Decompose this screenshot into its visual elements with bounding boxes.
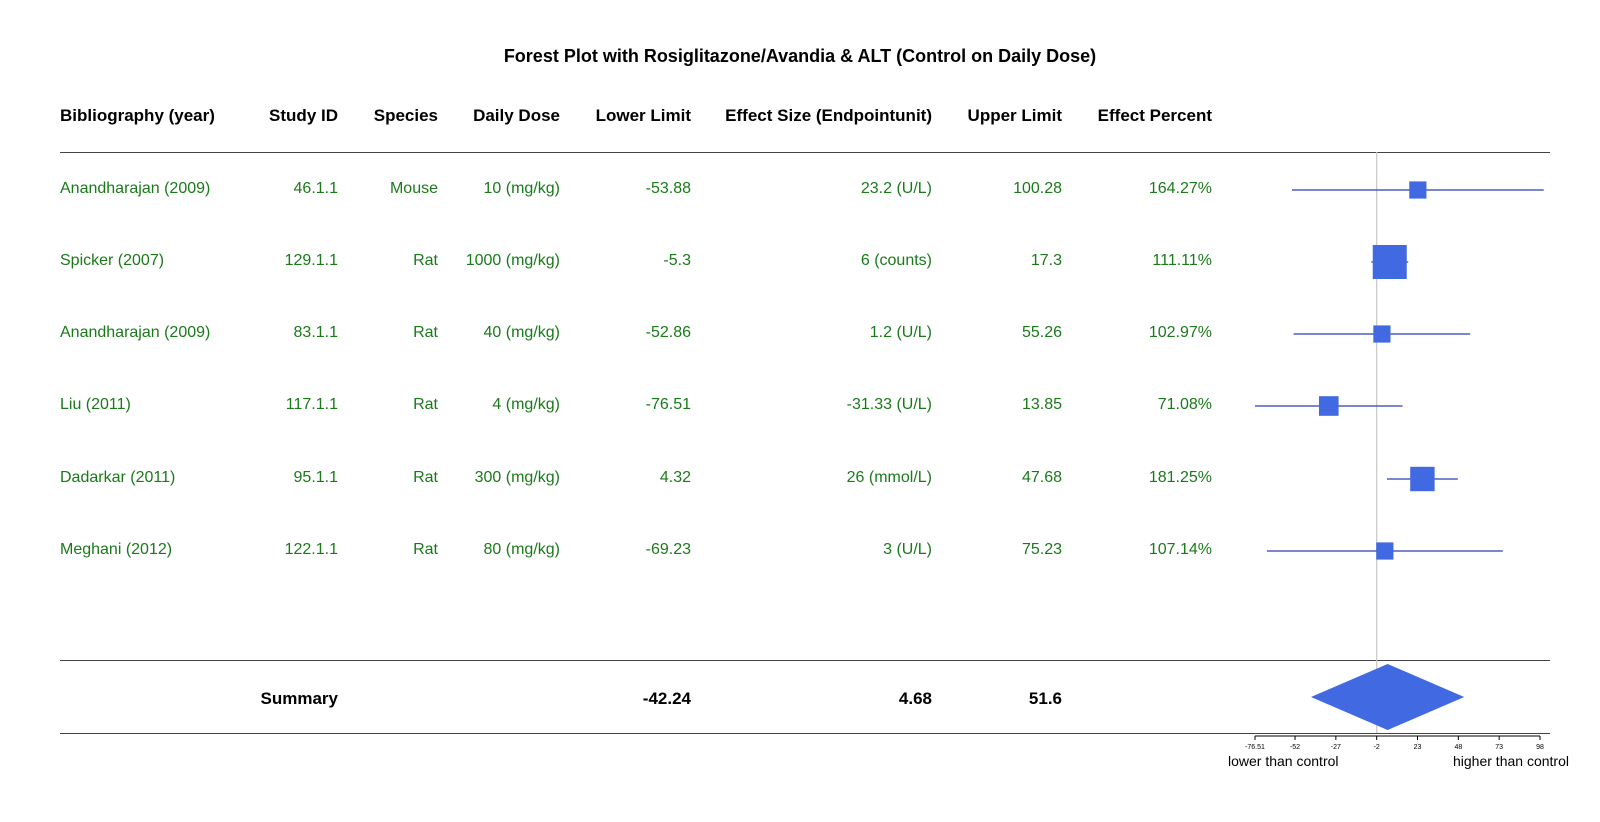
x-axis-tick-label: -27 (1331, 744, 1341, 751)
header-divider (60, 152, 1550, 153)
cell-upper-limit: 17.3 (1030, 252, 1062, 269)
cell-bibliography: Anandharajan (2009) (60, 180, 211, 197)
column-header-bibliography: Bibliography (year) (60, 106, 215, 125)
summary-label: Summary (260, 689, 338, 708)
cell-species: Rat (413, 324, 438, 341)
column-header-study-id: Study ID (269, 106, 338, 125)
effect-size-marker (1410, 466, 1435, 492)
cell-lower-limit: -53.88 (645, 180, 691, 197)
cell-effect-size: 23.2 (U/L) (860, 180, 932, 197)
column-header-lower-limit: Lower Limit (595, 106, 691, 125)
effect-size-marker (1409, 181, 1427, 199)
cell-effect-percent: 181.25% (1148, 469, 1212, 486)
cell-effect-percent: 71.08% (1157, 396, 1212, 413)
cell-study-id: 117.1.1 (285, 396, 338, 413)
cell-effect-percent: 102.97% (1148, 324, 1212, 341)
cell-study-id: 46.1.1 (293, 180, 338, 197)
cell-bibliography: Anandharajan (2009) (60, 324, 211, 341)
summary-effect-size: 4.68 (898, 689, 932, 708)
x-axis-tick-label: 23 (1414, 744, 1422, 751)
cell-species: Rat (413, 541, 438, 558)
cell-daily-dose: 40 (mg/kg) (483, 324, 560, 341)
chart-title: Forest Plot with Rosiglitazone/Avandia &… (503, 46, 1097, 66)
cell-upper-limit: 13.85 (1021, 396, 1062, 413)
effect-size-marker (1372, 245, 1407, 279)
summary-diamond (1310, 664, 1465, 730)
cell-species: Rat (413, 396, 438, 413)
cell-upper-limit: 75.23 (1021, 541, 1062, 558)
cell-effect-size: 6 (counts) (860, 252, 932, 269)
cell-species: Rat (413, 252, 438, 269)
cell-effect-percent: 164.27% (1148, 180, 1212, 197)
cell-daily-dose: 1000 (mg/kg) (465, 252, 560, 269)
x-axis-tick-label: 73 (1495, 744, 1503, 751)
x-axis-tick-label: -2 (1374, 744, 1380, 751)
summary-lower-limit: -42.24 (642, 689, 691, 708)
effect-size-marker (1376, 542, 1394, 560)
cell-upper-limit: 47.68 (1021, 469, 1062, 486)
effect-size-marker (1373, 325, 1391, 343)
cell-lower-limit: 4.32 (659, 469, 691, 486)
cell-daily-dose: 80 (mg/kg) (483, 541, 560, 558)
cell-effect-percent: 107.14% (1148, 541, 1212, 558)
cell-study-id: 122.1.1 (284, 541, 338, 558)
cell-effect-percent: 111.11% (1152, 252, 1212, 269)
x-axis-tick-label: 98 (1536, 744, 1544, 751)
cell-daily-dose: 300 (mg/kg) (474, 469, 560, 486)
cell-daily-dose: 10 (mg/kg) (483, 180, 560, 197)
cell-upper-limit: 100.28 (1013, 180, 1062, 197)
column-header-daily-dose: Daily Dose (473, 106, 560, 125)
cell-bibliography: Spicker (2007) (60, 252, 165, 269)
column-header-effect-size: Effect Size (Endpointunit) (725, 106, 932, 125)
cell-bibliography: Dadarkar (2011) (60, 469, 176, 486)
x-label-lower-than-control: lower than control (1228, 753, 1339, 769)
cell-effect-size: 26 (mmol/L) (846, 469, 932, 486)
x-axis-tick-label: -76.51 (1245, 744, 1265, 751)
column-header-upper-limit: Upper Limit (967, 106, 1062, 125)
cell-lower-limit: -5.3 (663, 252, 691, 269)
cell-study-id: 83.1.1 (293, 324, 338, 341)
cell-bibliography: Meghani (2012) (60, 541, 173, 558)
cell-daily-dose: 4 (mg/kg) (492, 396, 560, 413)
summary-divider-top (60, 660, 1550, 661)
cell-species: Mouse (389, 180, 438, 197)
cell-study-id: 129.1.1 (284, 252, 338, 269)
x-label-higher-than-control: higher than control (1453, 753, 1569, 769)
cell-effect-size: 3 (U/L) (883, 541, 932, 558)
x-axis-tick-label: -52 (1290, 744, 1300, 751)
cell-effect-size: -31.33 (U/L) (846, 396, 932, 413)
x-axis-tick-label: 48 (1454, 744, 1462, 751)
cell-lower-limit: -69.23 (645, 541, 691, 558)
cell-species: Rat (413, 469, 438, 486)
cell-bibliography: Liu (2011) (60, 396, 131, 413)
cell-lower-limit: -76.51 (645, 396, 691, 413)
column-header-species: Species (373, 106, 438, 125)
cell-effect-size: 1.2 (U/L) (869, 324, 932, 341)
cell-upper-limit: 55.26 (1021, 324, 1062, 341)
column-header-effect-percent: Effect Percent (1097, 106, 1212, 125)
cell-lower-limit: -52.86 (645, 324, 691, 341)
summary-upper-limit: 51.6 (1028, 689, 1062, 708)
cell-study-id: 95.1.1 (293, 469, 338, 486)
effect-size-marker (1318, 396, 1339, 416)
summary-divider-bottom (60, 733, 1550, 734)
